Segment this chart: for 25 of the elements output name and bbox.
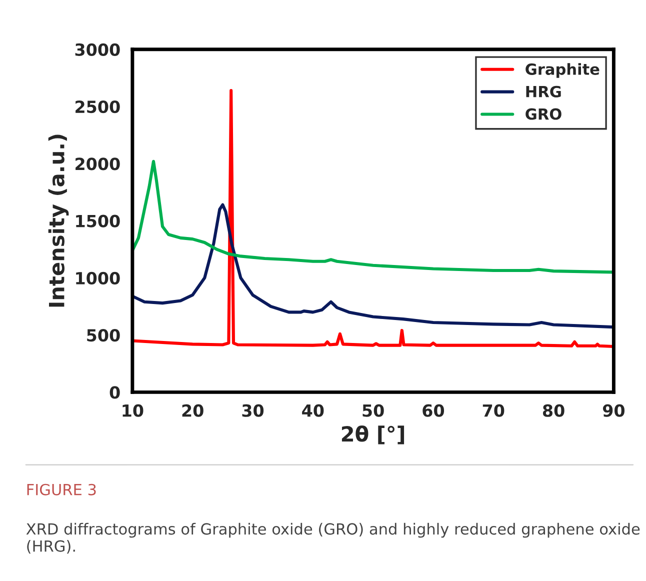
- x-tick-label: 70: [482, 404, 504, 417]
- y-tick-label: 1000: [76, 272, 120, 284]
- x-tick-label: 10: [122, 404, 144, 417]
- x-tick-label: 40: [302, 404, 324, 417]
- x-axis-title: 2θ [°]: [342, 426, 404, 444]
- y-tick-label: 2000: [76, 158, 120, 170]
- x-tick-label: 60: [422, 404, 444, 417]
- text: XRD diffractograms of Graphite oxide (GRO) and highly reduced graphene oxide (HRG).: [26, 522, 640, 554]
- x-tick-label: 90: [602, 404, 624, 417]
- y-tick-label: 500: [87, 329, 120, 342]
- y-tick-label: 3000: [75, 43, 120, 56]
- line-series: [132, 203, 614, 329]
- x-tick-label: 50: [362, 404, 384, 417]
- y-tick-label: 0: [110, 386, 120, 399]
- y-tick-label: 2500: [76, 100, 120, 114]
- x-tick-label: 20: [182, 404, 204, 417]
- x-tick-label: 80: [542, 404, 564, 417]
- x-tick-label: 30: [242, 404, 264, 417]
- y-tick-label: 1500: [76, 214, 120, 228]
- legend-label: HRG: [526, 86, 561, 98]
- line-series: [132, 160, 614, 274]
- y-axis-title: Intensity (a.u.): [48, 134, 69, 307]
- legend-label: GRO: [526, 108, 562, 120]
- legend-label: Graphite: [526, 63, 600, 78]
- caption: FIGURE 3: [27, 484, 96, 496]
